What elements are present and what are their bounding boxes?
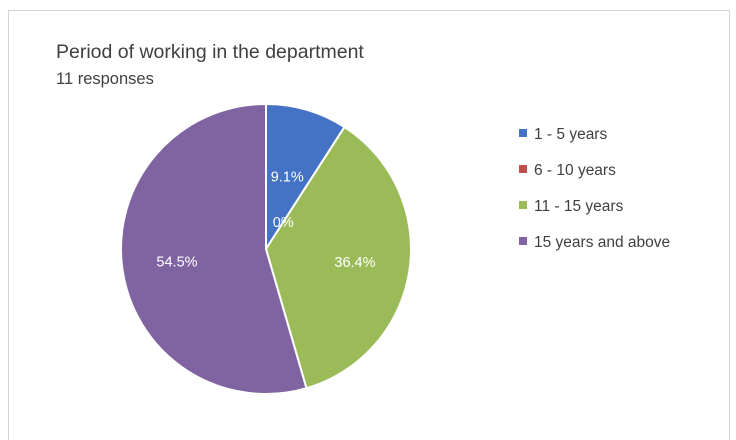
legend-swatch-6-10-years xyxy=(519,165,527,173)
chart-subtitle: 11 responses xyxy=(56,70,154,88)
pie-slice-labels: 9.1% 0% 36.4% 54.5% xyxy=(156,170,375,271)
legend-label-15-years-and-above: 15 years and above xyxy=(534,234,670,251)
pie-label-1-5-years: 9.1% xyxy=(271,170,304,186)
pie-slice-1-5-years xyxy=(265,102,346,253)
pie-slices xyxy=(120,102,412,395)
legend-label-1-5-years: 1 - 5 years xyxy=(534,126,607,143)
legend-swatch-11-15-years xyxy=(519,201,527,209)
chart-legend: 1 - 5 years 6 - 10 years 11 - 15 years 15 y… xyxy=(519,126,670,251)
pie-slice-15-years-and-above xyxy=(120,102,308,395)
pie-label-15-years-and-above: 54.5% xyxy=(156,255,197,271)
chart-title: Period of working in the department xyxy=(56,41,364,63)
legend-swatch-15-years-and-above xyxy=(519,237,527,245)
legend-swatch-1-5-years xyxy=(519,129,527,137)
pie-label-11-15-years: 36.4% xyxy=(334,255,375,271)
pie-label-6-10-years: 0% xyxy=(273,215,294,231)
pie-slice-11-15-years xyxy=(264,125,412,390)
legend-label-6-10-years: 6 - 10 years xyxy=(534,162,616,179)
legend-label-11-15-years: 11 - 15 years xyxy=(534,198,624,215)
